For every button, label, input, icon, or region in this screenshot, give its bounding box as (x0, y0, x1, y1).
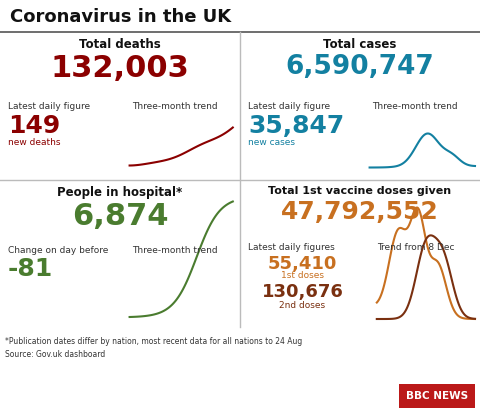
Text: BBC NEWS: BBC NEWS (406, 391, 468, 401)
Text: 132,003: 132,003 (50, 54, 190, 83)
Text: Three-month trend: Three-month trend (132, 102, 217, 111)
Text: Latest daily figures: Latest daily figures (248, 243, 335, 251)
Text: 130,676: 130,676 (262, 283, 343, 302)
Text: Total 1st vaccine doses given: Total 1st vaccine doses given (268, 185, 452, 196)
Text: 6,874: 6,874 (72, 201, 168, 230)
Text: *Publication dates differ by nation, most recent data for all nations to 24 Aug: *Publication dates differ by nation, mos… (5, 337, 302, 346)
Text: Total cases: Total cases (324, 38, 396, 51)
Text: -81: -81 (8, 258, 53, 281)
Text: 149: 149 (8, 114, 60, 138)
Text: new deaths: new deaths (8, 138, 60, 147)
FancyBboxPatch shape (399, 384, 475, 408)
Text: Latest daily figure: Latest daily figure (8, 102, 90, 111)
Text: Coronavirus in the UK: Coronavirus in the UK (10, 8, 231, 26)
Text: 6,590,747: 6,590,747 (286, 54, 434, 80)
Text: Source: Gov.uk dashboard: Source: Gov.uk dashboard (5, 350, 105, 359)
Text: Change on day before: Change on day before (8, 246, 108, 255)
Text: 2nd doses: 2nd doses (279, 300, 325, 309)
Text: People in hospital*: People in hospital* (58, 185, 182, 199)
Text: 1st doses: 1st doses (281, 272, 324, 281)
Text: Three-month trend: Three-month trend (132, 246, 217, 255)
Text: 35,847: 35,847 (248, 114, 344, 138)
Text: Three-month trend: Three-month trend (372, 102, 457, 111)
Text: Total deaths: Total deaths (79, 38, 161, 51)
Text: 47,792,552: 47,792,552 (281, 199, 439, 223)
Text: Latest daily figure: Latest daily figure (248, 102, 330, 111)
Text: Trend from 8 Dec: Trend from 8 Dec (377, 243, 454, 251)
Text: 55,410: 55,410 (268, 255, 337, 272)
Text: new cases: new cases (248, 138, 295, 147)
